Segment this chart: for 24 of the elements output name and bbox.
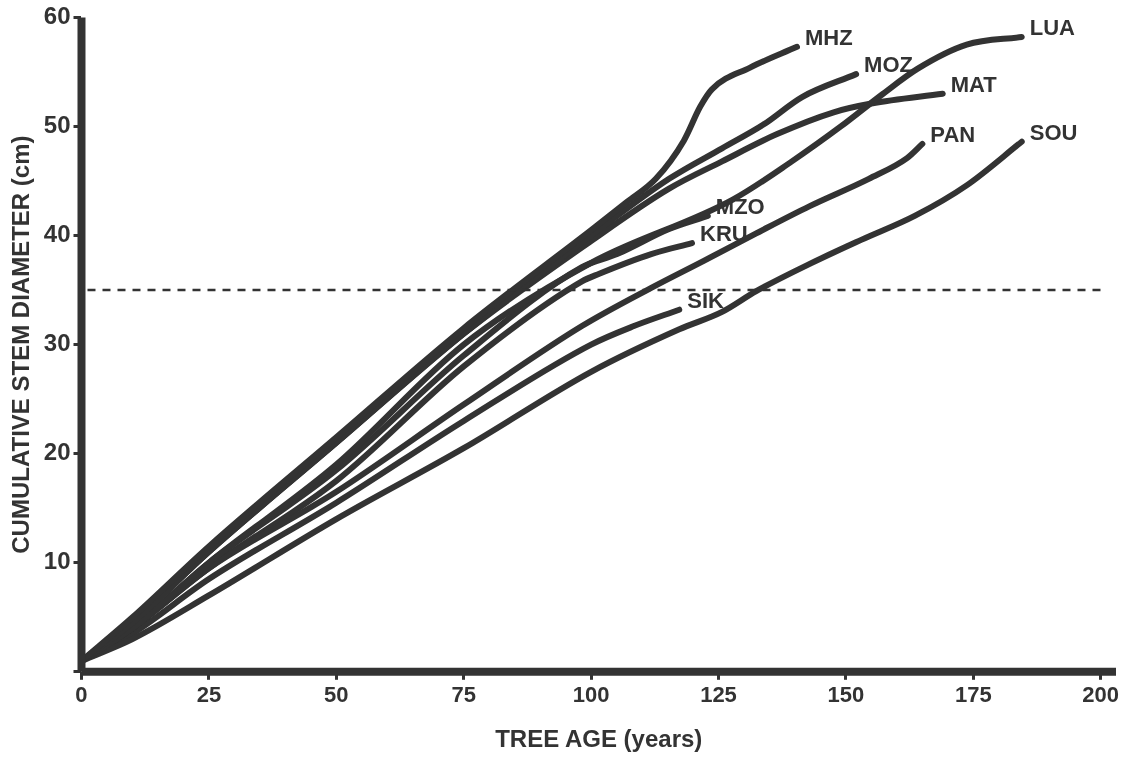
x-tick-label: 125 [700,682,737,708]
series-label: LUA [1029,15,1076,41]
series-label: MAT [950,71,998,97]
x-tick-label: 50 [324,682,349,708]
y-tick-label: 30 [43,329,71,357]
y-axis-title: CUMULATIVE STEM DIAMETER (cm) [7,135,35,554]
y-tick-label: 60 [43,2,71,30]
y-tick-label: 20 [43,438,71,466]
x-tick-label: 150 [827,682,865,708]
x-tick-label: 175 [954,682,992,708]
y-tick-label: 10 [43,547,71,575]
x-tick-label: 200 [1082,682,1120,708]
x-tick-label: 100 [572,682,610,708]
series-label: MHZ [804,24,853,50]
x-tick-label: 75 [451,682,476,708]
series-label: SOU [1029,119,1078,145]
series-label: SIK [687,287,725,313]
x-axis-title: TREE AGE (years) [495,725,703,753]
y-tick-label: 40 [43,220,71,248]
x-tick-label: 0 [75,682,88,708]
x-tick-label: 25 [196,682,222,708]
y-tick-label: 50 [43,111,71,139]
series-label: PAN [930,121,976,147]
series-label: MOZ [864,52,913,78]
